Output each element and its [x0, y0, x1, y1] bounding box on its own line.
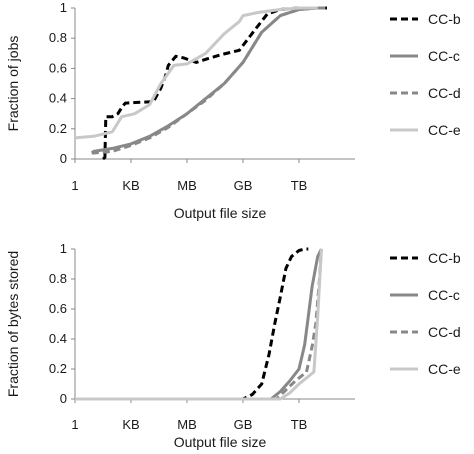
series-line-cc-e	[75, 248, 323, 401]
x-tick-label: GB	[234, 417, 253, 432]
legend-label-cc-c: CC-c	[428, 287, 460, 303]
series-line-cc-b	[102, 6, 327, 161]
chart-top-fraction-of-jobs: 0 0.2 0.4 0.6 0.8 1 1 KB MB GB TB Output file size F…	[5, 0, 461, 221]
x-tick-label: MB	[177, 417, 197, 432]
series-line-cc-e	[74, 6, 318, 140]
x-tick-label: 1	[71, 178, 78, 193]
y-tick-label: 0.2	[49, 121, 67, 136]
x-axis-label: Output file size	[174, 434, 267, 450]
legend-label-cc-c: CC-c	[428, 48, 460, 64]
x-tick-label: KB	[122, 417, 139, 432]
y-tick-label: 0.6	[49, 301, 67, 316]
y-tick-label: 0.4	[49, 331, 67, 346]
series-line-cc-c	[75, 248, 323, 401]
series-line-cc-c	[90, 6, 326, 155]
y-tick-label: 0.2	[49, 361, 67, 376]
y-tick-label: 0.8	[49, 30, 67, 45]
x-tick-label: MB	[177, 178, 197, 193]
y-tick-label: 1	[60, 241, 67, 256]
x-tick-label: 1	[71, 417, 78, 432]
y-tick-label: 1	[60, 0, 67, 15]
series-line-cc-d	[91, 6, 324, 155]
x-tick-label: TB	[291, 178, 308, 193]
y-tick-label: 0	[60, 391, 67, 406]
legend-label-cc-d: CC-d	[428, 85, 461, 101]
x-tick-label: GB	[234, 178, 253, 193]
series-line-cc-d	[75, 248, 323, 401]
y-axis-label: Fraction of bytes stored	[5, 251, 21, 397]
x-axis-label: Output file size	[174, 205, 267, 221]
legend-label-cc-b: CC-b	[428, 11, 461, 27]
legend-label-cc-e: CC-e	[428, 122, 461, 138]
y-axis-label: Fraction of jobs	[5, 36, 21, 132]
chart-bottom-fraction-of-bytes: 0 0.2 0.4 0.6 0.8 1 1 KB MB GB TB Output file size F…	[5, 241, 461, 450]
x-tick-label: TB	[291, 417, 308, 432]
legend-label-cc-b: CC-b	[428, 250, 461, 266]
y-tick-label: 0.4	[49, 91, 67, 106]
y-tick-label: 0.8	[49, 271, 67, 286]
legend-label-cc-d: CC-d	[428, 324, 461, 340]
y-tick-label: 0.6	[49, 60, 67, 75]
y-tick-label: 0	[60, 151, 67, 166]
legend-label-cc-e: CC-e	[428, 361, 461, 377]
series-line-cc-b	[75, 247, 309, 401]
x-tick-label: KB	[122, 178, 139, 193]
